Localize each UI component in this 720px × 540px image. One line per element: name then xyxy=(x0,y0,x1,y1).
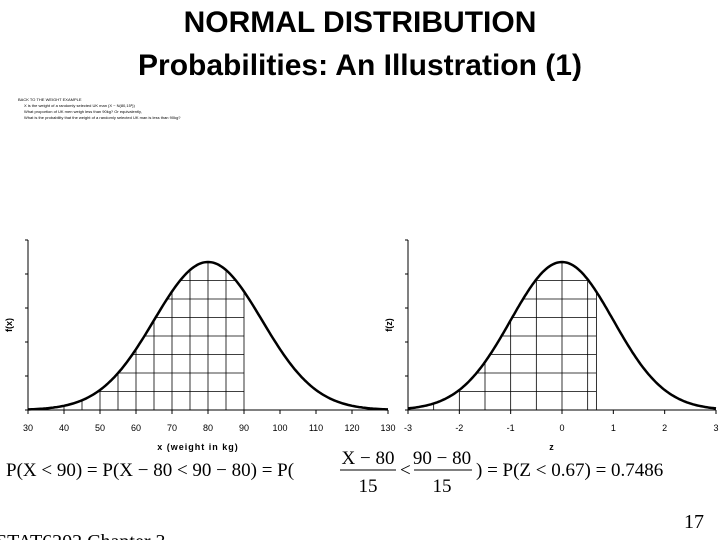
density-curve xyxy=(28,260,388,411)
x-tick-label: 3 xyxy=(713,423,718,433)
fraction-denominator: 15 xyxy=(359,476,378,497)
formula-part: ) = P(Z < 0.67) = 0.7486 xyxy=(476,460,663,481)
x-tick-label: 40 xyxy=(59,423,69,433)
chart: -3 -2 -1 0 1 2 3 z f(z) xyxy=(384,239,719,452)
x-tick-label: -3 xyxy=(404,423,412,433)
x-axis-label: z xyxy=(549,442,555,452)
fraction-numerator: 90 − 80 xyxy=(413,448,471,469)
bullet: What is the probability that the weight … xyxy=(24,115,181,120)
x-tick-label: 2 xyxy=(662,423,667,433)
title-line: NORMAL DISTRIBUTION xyxy=(184,6,537,39)
density-curve xyxy=(407,260,717,410)
y-axis-label: f(z) xyxy=(384,318,394,332)
x-tick-label: -2 xyxy=(455,423,463,433)
x-axis-label: x (weight in kg) xyxy=(157,442,239,452)
shaded-area xyxy=(408,262,597,410)
bullet: What proportion of UK men weigh less tha… xyxy=(24,109,142,114)
formula-part: P(X < 90) = P(X − 80 < 90 − 80) = P( xyxy=(6,460,294,481)
x-tick-label: 120 xyxy=(344,423,359,433)
formula: P(X < 90) = P(X − 80 < 90 − 80) = P( X −… xyxy=(6,448,663,497)
footer: STAT6202 Chapter 3 xyxy=(0,531,166,540)
x-tick-label: 130 xyxy=(380,423,395,433)
bullet-heading: BACK TO THE WEIGHT EXAMPLE xyxy=(18,97,82,102)
x-tick-label: 90 xyxy=(239,423,249,433)
shaded-grid xyxy=(28,262,245,410)
fraction-denominator: 15 xyxy=(433,476,452,497)
bullet: X is the weight of a randomly selected U… xyxy=(24,103,135,108)
x-tick-label: 110 xyxy=(309,423,323,433)
y-axis-label: f(x) xyxy=(4,318,14,332)
x-tick-label: 70 xyxy=(167,423,177,433)
x-tick-label: 50 xyxy=(95,423,105,433)
page-number: 17 xyxy=(684,511,704,533)
formula-part: < xyxy=(400,460,411,481)
x-tick-label: -1 xyxy=(507,423,515,433)
fraction-numerator: X − 80 xyxy=(342,448,395,469)
x-tick-label: 30 xyxy=(23,423,33,433)
x-tick-label: 100 xyxy=(272,423,287,433)
chart: 30 40 50 60 70 80 90 100 110 120 130 x (weight in k… xyxy=(4,239,396,452)
x-tick-label: 0 xyxy=(559,423,564,433)
x-tick-label: 1 xyxy=(611,423,616,433)
title-line: Probabilities: An Illustration (1) xyxy=(138,49,582,82)
x-tick-label: 80 xyxy=(203,423,213,433)
shaded-grid xyxy=(408,262,597,410)
x-tick-label: 60 xyxy=(131,423,141,433)
